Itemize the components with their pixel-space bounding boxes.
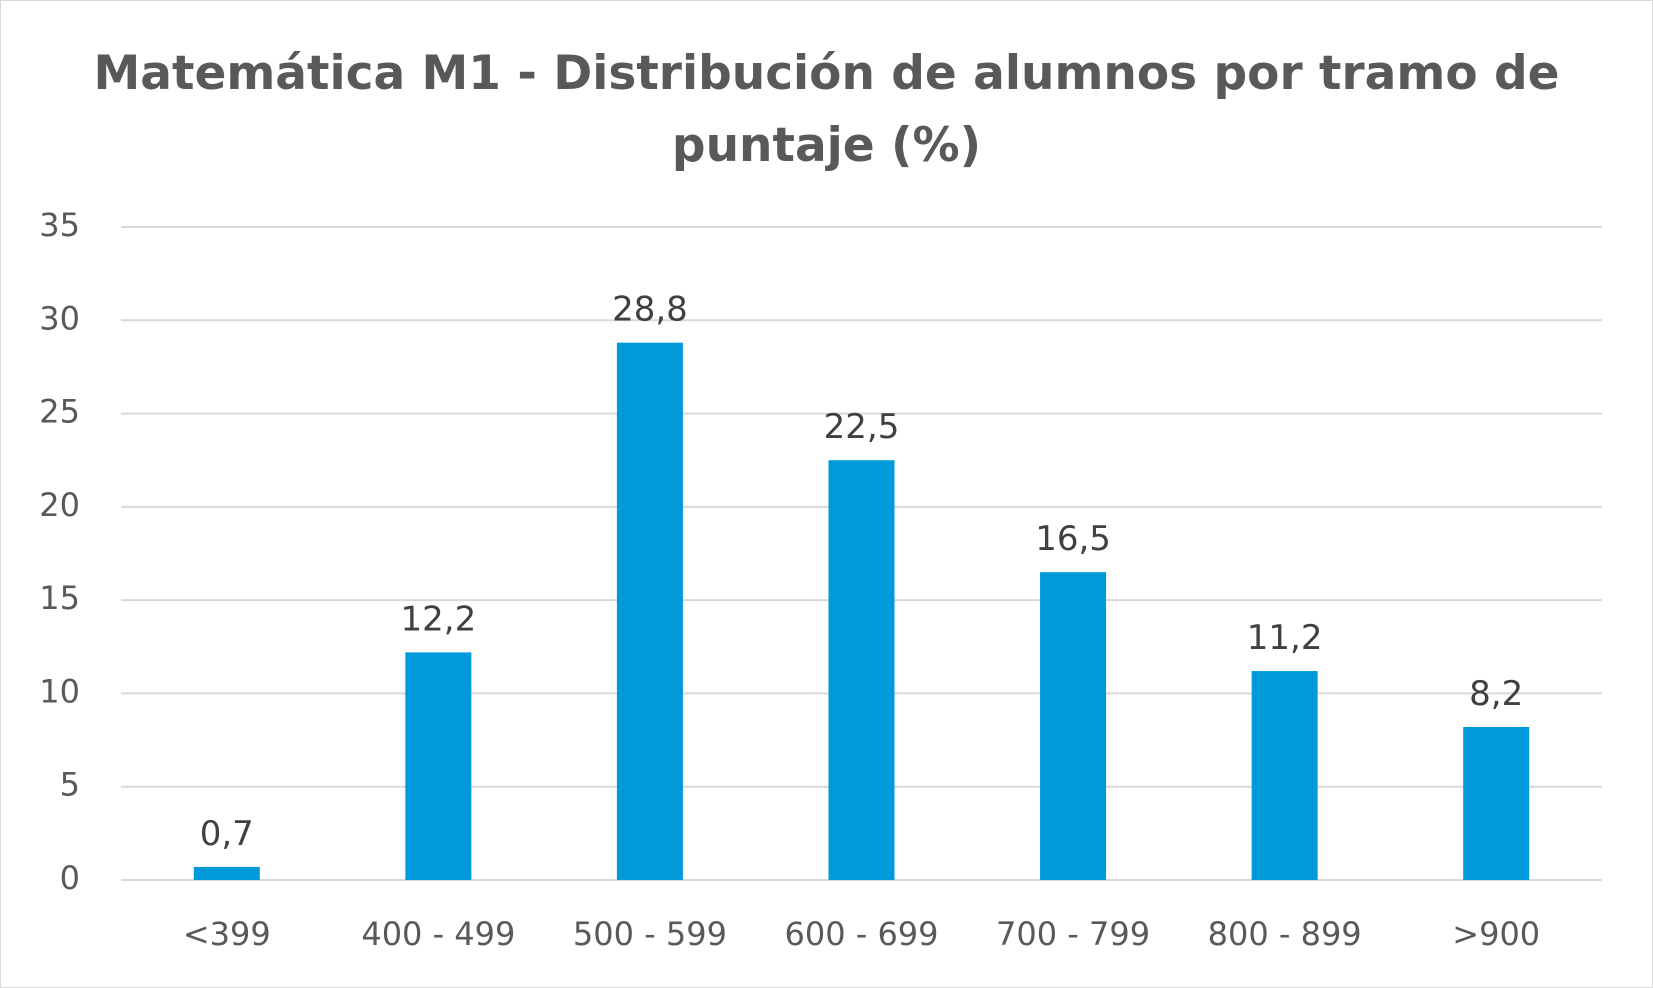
y-tick-label: 30	[39, 299, 80, 337]
y-tick-label: 10	[39, 672, 80, 710]
x-tick-label: 500 - 599	[573, 915, 727, 953]
data-labels: 0,7 12,2 28,8 22,5 16,5 11,2 8,2	[200, 290, 1524, 854]
x-tick-label: 400 - 499	[361, 915, 515, 953]
x-tick-label: 700 - 799	[996, 915, 1150, 953]
data-label: 28,8	[612, 290, 688, 330]
y-tick-label: 5	[60, 766, 80, 804]
x-tick-label: 600 - 699	[784, 915, 938, 953]
data-label: 22,5	[824, 407, 900, 447]
x-tick-label: 800 - 899	[1208, 915, 1362, 953]
x-tick-label: >900	[1452, 915, 1540, 953]
y-axis-ticks: 0 5 10 15 20 25 30 35	[39, 206, 80, 897]
data-label: 0,7	[200, 814, 254, 854]
bar	[1040, 572, 1107, 880]
bar	[405, 652, 472, 880]
y-tick-label: 15	[39, 579, 80, 617]
data-label: 12,2	[401, 599, 477, 639]
x-tick-label: <399	[183, 915, 271, 953]
y-tick-label: 25	[39, 393, 80, 431]
y-tick-label: 35	[39, 206, 80, 244]
data-label: 8,2	[1469, 674, 1523, 714]
bar	[1463, 727, 1530, 880]
bar	[193, 866, 260, 880]
bar	[828, 460, 895, 880]
data-label: 16,5	[1035, 519, 1111, 559]
x-axis-ticks: <399 400 - 499 500 - 599 600 - 699 700 - 799…	[183, 915, 1540, 953]
bar	[616, 342, 683, 880]
y-tick-label: 20	[39, 486, 80, 524]
bars	[193, 342, 1530, 880]
y-tick-label: 0	[60, 859, 80, 897]
bar	[1251, 671, 1318, 880]
chart-title: Matemática M1 - Distribución de alumnos …	[93, 46, 1560, 173]
data-label: 11,2	[1247, 618, 1323, 658]
